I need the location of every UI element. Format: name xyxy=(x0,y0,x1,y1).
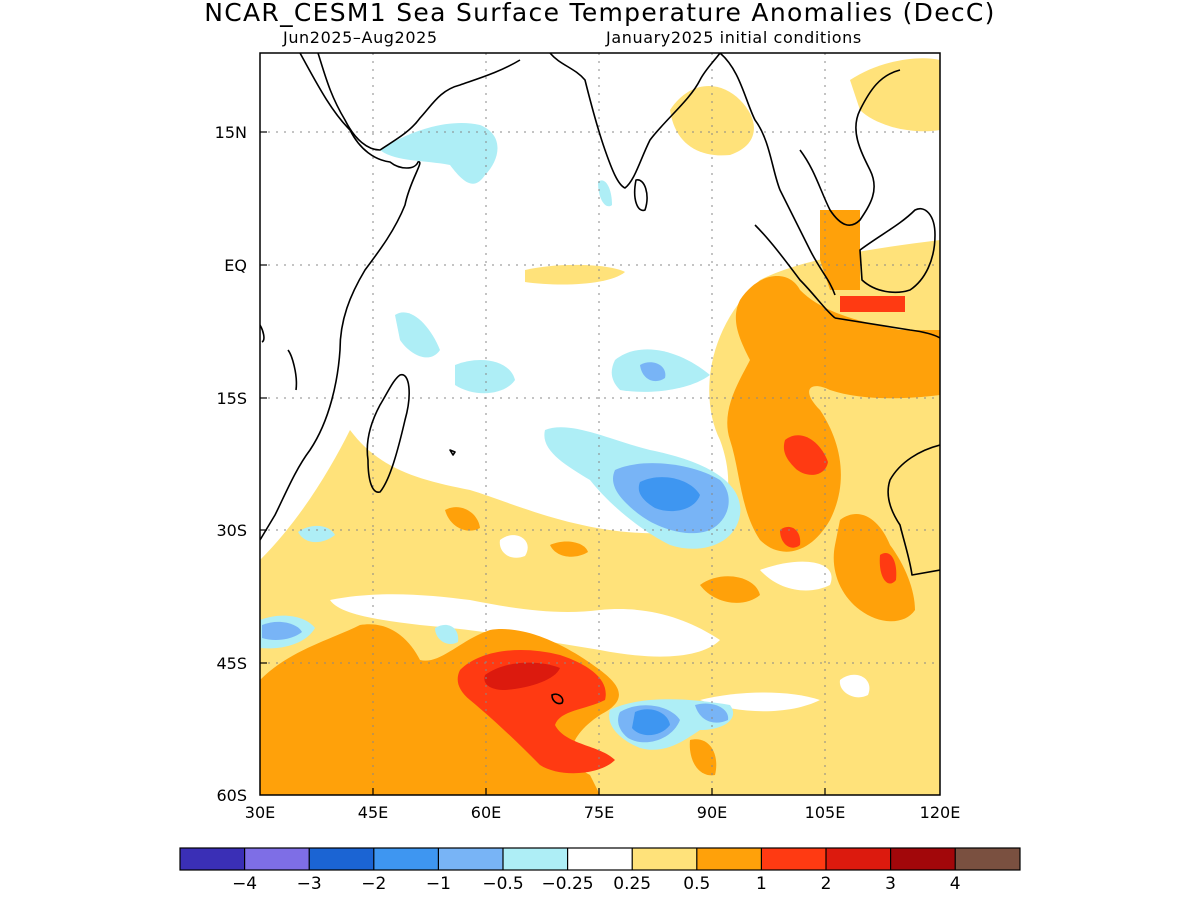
x-tick-label: 75E xyxy=(584,803,614,822)
colorbar-label: −4 xyxy=(232,874,257,894)
colorbar-swatch xyxy=(438,848,503,870)
x-tick-label: 30E xyxy=(245,803,275,822)
colorbar-swatch xyxy=(761,848,826,870)
colorbar-label: 0.25 xyxy=(613,874,651,894)
java-coastline xyxy=(834,317,940,339)
anomaly-region-blue-mid xyxy=(262,621,302,640)
anomaly-region-blue xyxy=(455,360,515,394)
madagascar-coastline xyxy=(366,374,410,493)
anomaly-gap xyxy=(839,674,870,698)
y-tick-label: 15S xyxy=(216,389,247,408)
y-tick-label: 60S xyxy=(216,786,247,805)
anomaly-region-red-east xyxy=(879,552,897,584)
arabia-coastline xyxy=(317,53,521,151)
anomaly-region-orange-east xyxy=(445,507,480,531)
colorbar-swatch xyxy=(244,848,310,870)
colorbar-label: −1 xyxy=(426,874,451,894)
reunion-coastline xyxy=(449,449,456,456)
map-frame xyxy=(259,52,941,796)
anomaly-region-darkred-south xyxy=(484,662,560,690)
colorbar-swatch xyxy=(696,848,762,870)
map-title: NCAR_CESM1 Sea Surface Temperature Anoma… xyxy=(204,0,996,27)
y-tick-label: EQ xyxy=(224,256,247,275)
anomaly-region-orange-east xyxy=(689,739,717,776)
africa-coastline xyxy=(260,53,421,541)
colorbar-swatch xyxy=(567,848,633,870)
x-tick-label: 105E xyxy=(805,803,846,822)
anomaly-region-blue xyxy=(435,624,459,645)
kerguelen-coastline xyxy=(551,693,564,705)
anomaly-region-yellow-north xyxy=(850,58,940,132)
y-axis-labels: 15N EQ 15S 30S 45S 60S xyxy=(215,123,247,805)
colorbar-swatch xyxy=(309,848,374,870)
anomaly-region-blue-mid xyxy=(695,703,729,723)
colorbar-swatch xyxy=(890,848,956,870)
anomaly-region-blue-deep xyxy=(638,477,700,512)
australia-coastline xyxy=(887,444,940,576)
y-tick-label: 15N xyxy=(215,123,247,142)
x-tick-label: 120E xyxy=(920,803,961,822)
anomaly-region-orange-east xyxy=(820,210,860,290)
borneo-coastline xyxy=(859,208,936,294)
colorbar-label: 4 xyxy=(950,874,961,894)
anomaly-region-blue-deep xyxy=(632,709,670,736)
anomaly-gap xyxy=(499,535,528,558)
y-tick-label: 45S xyxy=(216,654,247,673)
colorbar-label: 0.5 xyxy=(683,874,710,894)
initial-conditions: January2025 initial conditions xyxy=(606,28,862,47)
x-tick-label: 90E xyxy=(697,803,727,822)
axis-ticks xyxy=(260,131,826,795)
anomaly-region-orange-east xyxy=(550,541,588,557)
island-coastline xyxy=(260,324,298,391)
anomaly-region-yellow-north xyxy=(525,264,625,285)
x-tick-label: 45E xyxy=(358,803,388,822)
coastlines xyxy=(260,53,940,705)
x-axis-labels: 30E 45E 60E 75E 90E 105E 120E xyxy=(245,803,961,822)
anomaly-region-orange-east xyxy=(727,276,940,552)
anomaly-region-yellow-north xyxy=(670,86,754,156)
anomaly-field xyxy=(260,58,940,795)
colorbar-label: 3 xyxy=(885,874,896,894)
colorbar: −4 −3 −2 −1 −0.5 −0.25 0.25 0.5 1 2 3 4 xyxy=(179,847,1021,894)
colorbar-label: 1 xyxy=(756,874,767,894)
anomaly-region-orange-east xyxy=(700,576,760,603)
colorbar-swatch xyxy=(373,848,439,870)
colorbar-label: −2 xyxy=(361,874,386,894)
anomaly-gap xyxy=(760,561,832,591)
gridlines xyxy=(260,53,940,795)
anomaly-region-orange-east xyxy=(833,514,915,622)
colorbar-swatch xyxy=(826,848,891,870)
colorbar-label: −3 xyxy=(297,874,322,894)
srilanka-coastline xyxy=(633,179,648,212)
colorbar-label: −0.25 xyxy=(542,874,594,894)
anomaly-region-blue-north xyxy=(380,122,498,184)
anomaly-gap xyxy=(330,594,720,657)
colorbar-swatch xyxy=(180,848,245,870)
forecast-period: Jun2025–Aug2025 xyxy=(283,28,438,47)
colorbar-swatch xyxy=(503,848,568,870)
anomaly-region-red-east xyxy=(840,296,905,312)
anomaly-region-red-east xyxy=(780,526,801,548)
colorbar-label: 2 xyxy=(821,874,832,894)
x-tick-label: 60E xyxy=(471,803,501,822)
anomaly-region-blue-mid xyxy=(640,362,666,382)
anomaly-region-red-east xyxy=(783,435,828,475)
y-tick-label: 30S xyxy=(216,521,247,540)
colorbar-swatch xyxy=(955,848,1020,870)
colorbar-label: −0.5 xyxy=(482,874,523,894)
anomaly-region-blue xyxy=(598,180,612,207)
anomaly-region-blue xyxy=(395,312,440,358)
india-coastline xyxy=(549,53,721,189)
southeast-asia-coastline xyxy=(719,53,901,296)
colorbar-swatch xyxy=(632,848,697,870)
sumatra-coastline xyxy=(754,224,836,319)
